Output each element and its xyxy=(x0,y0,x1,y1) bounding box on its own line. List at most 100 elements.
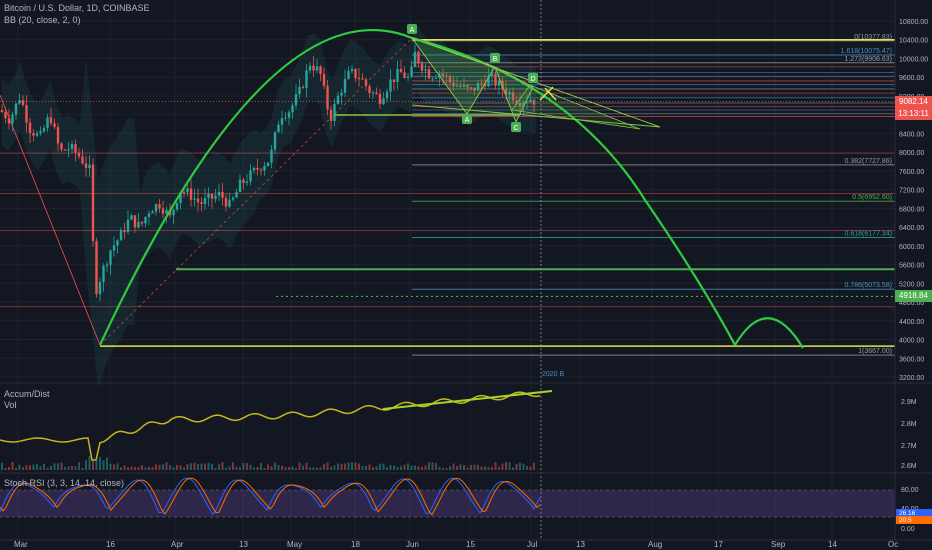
volume-bar xyxy=(452,463,455,470)
candle-body xyxy=(56,127,60,144)
volume-bar xyxy=(246,463,248,470)
volume-bar xyxy=(326,462,329,470)
volume-bar xyxy=(183,467,185,470)
volume-bar xyxy=(428,462,430,470)
price-tick-label: 3600.00 xyxy=(899,356,924,363)
candle-body xyxy=(494,73,497,86)
price-tick-label: 8000.00 xyxy=(899,150,924,157)
stoch-value-badge xyxy=(896,509,932,517)
time-tick-label: 14 xyxy=(828,540,837,549)
volume-bar xyxy=(337,463,339,470)
candle-body xyxy=(200,202,203,204)
volume-label[interactable]: Vol xyxy=(4,400,17,410)
volume-bar xyxy=(120,467,122,470)
candle-body xyxy=(133,215,137,228)
price-tick-label: 4400.00 xyxy=(899,319,924,326)
stoch-value-badge xyxy=(896,516,932,524)
candle-body xyxy=(147,213,151,217)
candle-body xyxy=(42,128,46,132)
accum-dist-label[interactable]: Accum/Dist xyxy=(4,389,50,399)
volume-bar xyxy=(267,464,269,470)
candle-body xyxy=(329,109,333,121)
fib-level-label: 1(3667.00) xyxy=(858,348,892,355)
volume-bar xyxy=(228,466,231,470)
volume-bar xyxy=(393,465,395,470)
volume-bar xyxy=(330,466,332,470)
stoch-band xyxy=(0,490,895,517)
volume-bar xyxy=(158,464,161,470)
volume-bar xyxy=(414,465,416,470)
stoch-value-label: 20.5 xyxy=(899,517,912,524)
candle-body xyxy=(11,114,14,124)
volume-bar xyxy=(442,467,444,470)
pattern-point-label: B xyxy=(493,56,498,63)
volume-bar xyxy=(190,463,192,470)
volume-bar xyxy=(8,466,10,470)
candle-body xyxy=(284,117,287,119)
volume-bar xyxy=(438,466,441,470)
volume-bar xyxy=(445,467,448,470)
stoch-d-line xyxy=(0,477,541,516)
volume-bar xyxy=(64,466,66,470)
candle-body xyxy=(504,89,508,95)
volume-bar xyxy=(123,465,126,470)
accum-tick-label: 2.9M xyxy=(901,399,917,406)
stoch-rsi-label[interactable]: Stoch RSI (3, 3, 14, 14, close) xyxy=(4,478,125,488)
candle-body xyxy=(217,191,221,196)
candle-body xyxy=(350,68,354,72)
candle-body xyxy=(144,216,147,224)
candle-body xyxy=(448,76,452,83)
candle-body xyxy=(525,102,529,104)
volume-bar xyxy=(60,462,63,470)
price-tick-label: 6000.00 xyxy=(899,244,924,251)
volume-bar xyxy=(214,467,217,470)
candle-body xyxy=(74,144,77,153)
volume-bar xyxy=(46,467,49,470)
candle-body xyxy=(116,240,119,246)
candle-body xyxy=(245,181,249,183)
candle-body xyxy=(102,266,105,282)
pattern-point-badge xyxy=(528,73,538,83)
volume-bar xyxy=(200,463,203,470)
candle-body xyxy=(109,250,112,265)
volume-bar xyxy=(403,464,406,470)
candle-body xyxy=(459,85,462,87)
volume-bar xyxy=(256,467,259,470)
drawings: A A B C D xyxy=(0,24,804,349)
fib-level-label: 1.272(9908.63) xyxy=(845,56,892,63)
candle-body xyxy=(473,87,476,91)
candle-body xyxy=(242,179,245,183)
price-tick-label: 5200.00 xyxy=(899,281,924,288)
bb-indicator-label[interactable]: BB (20, close, 2, 0) xyxy=(4,15,81,25)
candle-body xyxy=(522,102,525,107)
candle-body xyxy=(266,162,270,166)
candle-body xyxy=(511,92,515,101)
volume-bar xyxy=(407,463,409,470)
candle-body xyxy=(95,241,98,295)
volume-bar xyxy=(242,462,245,470)
volume-bar xyxy=(232,462,234,470)
volume-bar xyxy=(368,464,371,470)
candle-body xyxy=(14,103,18,115)
time-tick-label: 13 xyxy=(576,540,585,549)
candle-body xyxy=(326,85,329,110)
volume-bar xyxy=(456,466,458,470)
candle-body xyxy=(39,131,42,134)
candle-body xyxy=(308,65,312,71)
price-tick-label: 6800.00 xyxy=(899,206,924,213)
candle-body xyxy=(357,78,361,80)
fib-level-label: 0.786(5073.58) xyxy=(845,282,892,289)
handle-arc xyxy=(734,317,804,349)
volume-bar xyxy=(389,464,392,470)
candle-body xyxy=(424,69,427,71)
volume-bar xyxy=(386,467,388,470)
candle-body xyxy=(452,82,455,87)
volume-bar xyxy=(155,464,157,470)
volume-bar xyxy=(18,464,21,470)
candle-body xyxy=(49,117,53,124)
volume-bar xyxy=(113,464,115,470)
candle-body xyxy=(210,193,214,199)
volume-bar xyxy=(71,465,73,470)
volume-bar xyxy=(379,463,381,470)
